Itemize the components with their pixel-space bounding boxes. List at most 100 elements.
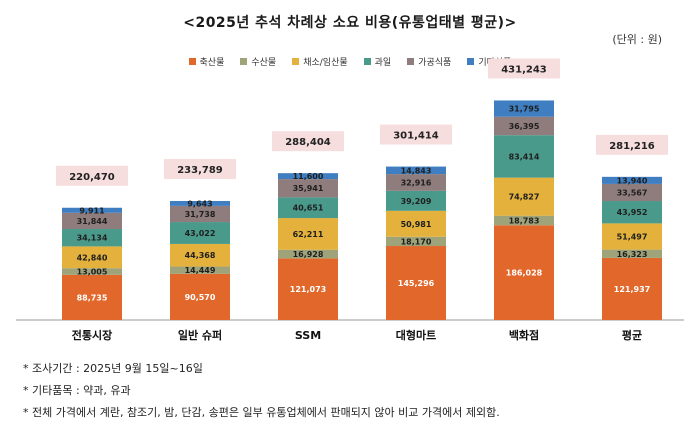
legend-swatch-meat xyxy=(188,58,196,65)
legend-label-processed: 가공식품 xyxy=(418,58,452,68)
bar-segment-fruit-3 xyxy=(278,197,338,219)
bar-segment-meat-3 xyxy=(278,258,338,320)
total-box-1 xyxy=(56,165,128,186)
bar-segment-processed-4 xyxy=(386,174,446,191)
notes: * 조사기간 : 2025년 9월 15일~16일 * 기타품목 : 약과, 유… xyxy=(23,358,500,424)
bar-segment-other-3 xyxy=(278,173,338,180)
bar-segment-meat-2 xyxy=(170,273,230,320)
bar-segment-processed-3 xyxy=(278,179,338,198)
value-label-other-3: 11,600 xyxy=(293,172,324,181)
value-label-processed-1: 31,844 xyxy=(77,217,108,226)
total-label-6: 281,216 xyxy=(609,141,655,152)
bar-segment-vegetables-6 xyxy=(602,223,662,250)
bar-segment-fruit-4 xyxy=(386,190,446,211)
bar-segment-vegetables-5 xyxy=(494,177,554,216)
value-label-processed-5: 36,395 xyxy=(509,122,540,131)
value-label-meat-3: 121,073 xyxy=(290,285,326,294)
note-excluded-items: * 전체 가격에서 계란, 참조기, 밤, 단감, 송편은 일부 유통업체에서 … xyxy=(23,406,500,419)
value-label-other-5: 31,795 xyxy=(509,105,540,114)
bar-segment-seafood-2 xyxy=(170,266,230,274)
value-label-fruit-1: 34,134 xyxy=(77,234,108,243)
stacked-bar-chart: 88,735 13,005 42,840 34,134 31,844 9,911 220,4… xyxy=(16,58,684,342)
value-label-processed-3: 35,941 xyxy=(293,184,324,193)
legend-swatch-fruit xyxy=(363,58,371,65)
bar-segment-other-4 xyxy=(386,166,446,175)
bar-segment-vegetables-2 xyxy=(170,243,230,267)
value-label-fruit-4: 39,209 xyxy=(401,197,432,206)
total-label-3: 288,404 xyxy=(285,137,331,148)
unit-label: (단위 : 원) xyxy=(612,33,662,46)
value-label-vegetables-2: 44,368 xyxy=(185,251,216,260)
value-label-seafood-3: 16,928 xyxy=(293,250,324,259)
value-label-fruit-5: 83,414 xyxy=(509,152,540,161)
value-label-meat-6: 121,937 xyxy=(614,285,650,294)
value-label-meat-5: 186,028 xyxy=(506,269,543,278)
legend-label-vegetables: 채소/임산물 xyxy=(303,58,348,68)
total-box-5 xyxy=(488,58,560,79)
note-other-items: * 기타품목 : 약과, 유과 xyxy=(23,384,131,397)
bar-segment-seafood-4 xyxy=(386,236,446,247)
value-label-processed-4: 32,916 xyxy=(401,178,432,187)
legend-item-vegetables: 채소/임산물 xyxy=(292,55,348,68)
bar-segment-other-2 xyxy=(170,200,230,206)
bar-segment-seafood-5 xyxy=(494,215,554,226)
legend-label-seafood: 수산물 xyxy=(251,58,277,68)
value-label-vegetables-4: 50,981 xyxy=(401,220,432,229)
legend-item-seafood: 수산물 xyxy=(240,55,276,68)
value-label-fruit-2: 43,022 xyxy=(185,229,216,238)
bar-segment-meat-6 xyxy=(602,257,662,320)
value-label-vegetables-5: 74,827 xyxy=(509,193,540,202)
bar-segment-processed-2 xyxy=(170,205,230,223)
category-label-6: 평균 xyxy=(622,328,642,342)
bar-segment-processed-6 xyxy=(602,183,662,202)
bar-segment-seafood-6 xyxy=(602,249,662,258)
legend-item-processed: 가공식품 xyxy=(407,55,451,68)
bar-segment-fruit-6 xyxy=(602,201,662,224)
total-label-2: 233,789 xyxy=(177,165,223,176)
bar-segment-vegetables-1 xyxy=(62,246,122,269)
value-label-seafood-4: 18,170 xyxy=(401,237,432,246)
value-label-seafood-1: 13,005 xyxy=(77,268,108,277)
bar-segment-other-5 xyxy=(494,100,554,117)
bar-segment-meat-5 xyxy=(494,225,554,320)
legend-swatch-processed xyxy=(407,58,415,65)
bar-segment-vegetables-4 xyxy=(386,210,446,237)
value-label-seafood-2: 14,449 xyxy=(185,266,216,275)
bar-segment-meat-1 xyxy=(62,274,122,320)
legend-label-meat: 축산물 xyxy=(199,58,225,68)
chart-title: <2025년 추석 차례상 소요 비용(유통업태별 평균)> xyxy=(183,15,517,31)
bar-segment-seafood-3 xyxy=(278,249,338,259)
bar-segment-vegetables-3 xyxy=(278,218,338,250)
value-label-fruit-3: 40,651 xyxy=(293,204,324,213)
value-label-seafood-6: 16,323 xyxy=(617,250,648,259)
value-label-fruit-6: 43,952 xyxy=(617,208,648,217)
total-box-4 xyxy=(380,124,452,145)
value-label-seafood-5: 18,783 xyxy=(509,217,540,226)
bar-segment-fruit-5 xyxy=(494,135,554,178)
legend-item-meat: 축산물 xyxy=(188,55,225,68)
value-label-other-6: 13,940 xyxy=(617,176,648,185)
value-label-meat-1: 88,735 xyxy=(77,293,108,302)
category-label-2: 일반 슈퍼 xyxy=(178,328,222,342)
legend-item-fruit: 과일 xyxy=(363,55,392,68)
note-survey-period: * 조사기간 : 2025년 9월 15일~16일 xyxy=(23,362,203,375)
legend-swatch-vegetables xyxy=(292,58,300,65)
bar-segment-fruit-2 xyxy=(170,222,230,244)
bar-segment-other-6 xyxy=(602,176,662,184)
bar-segment-seafood-1 xyxy=(62,268,122,275)
total-box-2 xyxy=(164,158,236,179)
value-label-other-4: 14,843 xyxy=(401,166,432,175)
value-label-other-1: 9,911 xyxy=(79,206,105,215)
bar-segment-processed-1 xyxy=(62,212,122,230)
total-label-5: 431,243 xyxy=(501,64,547,75)
bar-segment-meat-4 xyxy=(386,246,446,320)
legend-label-fruit: 과일 xyxy=(374,58,392,68)
value-label-vegetables-3: 62,211 xyxy=(293,230,324,239)
legend-swatch-other xyxy=(467,58,475,65)
value-label-meat-2: 90,570 xyxy=(185,293,216,302)
total-label-4: 301,414 xyxy=(393,131,439,142)
legend-swatch-seafood xyxy=(240,58,248,65)
total-box-6 xyxy=(596,134,668,155)
total-label-1: 220,470 xyxy=(69,172,115,183)
value-label-processed-6: 33,567 xyxy=(617,188,648,197)
